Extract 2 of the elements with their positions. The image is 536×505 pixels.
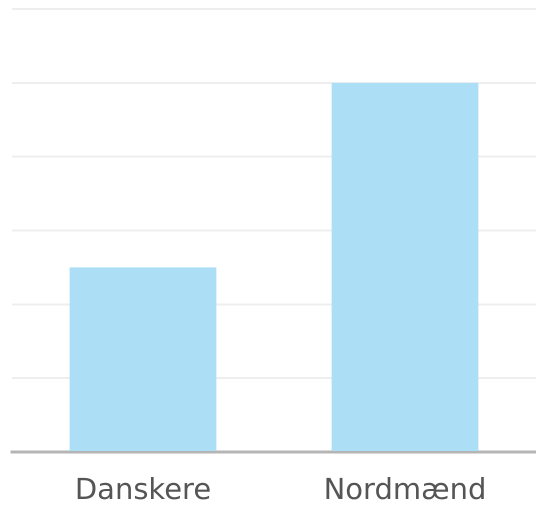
x-tick-label: Danskere: [74, 472, 212, 505]
x-tick-label: Nordmænd: [324, 472, 486, 505]
